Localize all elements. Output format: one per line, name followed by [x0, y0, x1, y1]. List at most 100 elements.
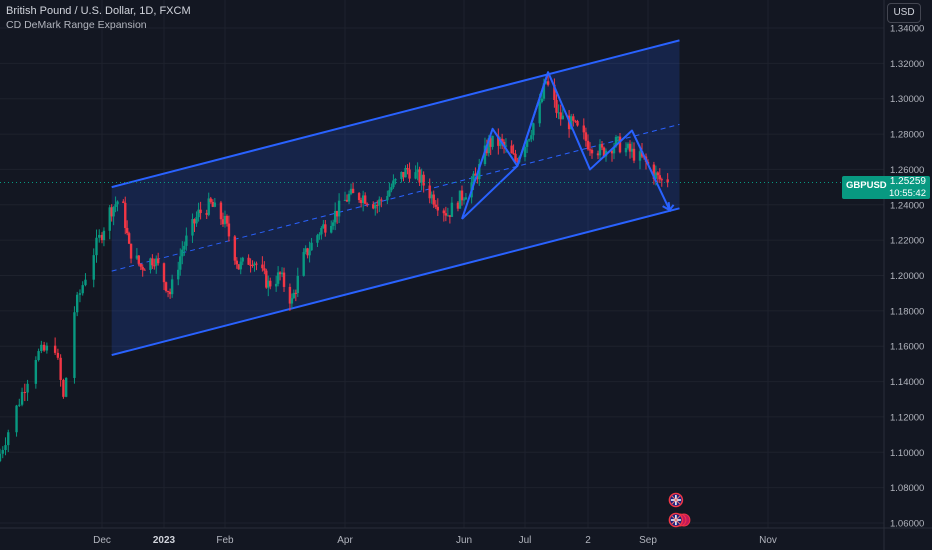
flag-diag	[671, 495, 681, 505]
candle	[316, 233, 319, 248]
candle	[666, 173, 669, 188]
candle	[92, 248, 95, 288]
candle-body	[205, 213, 208, 215]
candle	[112, 206, 115, 226]
candle-body	[125, 227, 129, 234]
time-tick-label: Sep	[639, 535, 657, 546]
candle-body	[333, 210, 337, 223]
price-tick-label: 1.16000	[890, 342, 924, 353]
candle-body	[487, 138, 490, 154]
candle-body	[308, 250, 311, 256]
candle-body	[278, 272, 282, 275]
candle	[156, 252, 160, 266]
candle	[280, 267, 284, 278]
time-tick-label: 2023	[153, 535, 176, 546]
indicator-label[interactable]: CD DeMark Range Expansion	[6, 19, 147, 31]
candle	[197, 202, 200, 222]
candle-body	[64, 377, 68, 397]
candle-body	[420, 174, 423, 183]
candle	[64, 377, 68, 398]
candle	[586, 134, 590, 151]
price-tick-label: 1.24000	[890, 200, 924, 211]
candle	[125, 220, 129, 236]
candle-body	[602, 147, 606, 157]
candle	[166, 290, 170, 298]
candle-body	[213, 202, 217, 207]
candle	[207, 192, 210, 217]
time-tick-label: Feb	[216, 535, 234, 546]
candle-body	[476, 175, 479, 180]
candle	[34, 356, 38, 389]
candle-body	[540, 98, 543, 103]
candle-body	[235, 260, 239, 265]
uk-flag-event-icon[interactable]	[668, 492, 684, 508]
candle	[324, 220, 327, 237]
candle-body	[404, 168, 407, 178]
regression-channel[interactable]	[111, 39, 680, 357]
candle	[343, 191, 347, 201]
candle	[304, 245, 307, 255]
channel-upper-line[interactable]	[111, 39, 680, 189]
harmonic-pattern[interactable]	[461, 71, 675, 220]
price-axis[interactable]: 1.34000 1.32000 1.30000 1.28000 1.26000 1.240…	[883, 0, 924, 550]
candle	[225, 214, 229, 227]
uk-flag-event-icon[interactable]	[668, 512, 691, 528]
candle-body	[331, 222, 335, 226]
candle-body	[207, 198, 210, 215]
candle	[365, 202, 369, 208]
candle	[127, 231, 131, 245]
candle-body	[73, 312, 76, 378]
candle-body	[652, 164, 656, 179]
channel-lower-line[interactable]	[111, 207, 680, 357]
economic-events[interactable]	[668, 492, 691, 528]
candle-body	[483, 145, 487, 165]
candle	[292, 289, 296, 299]
candle-body	[347, 193, 351, 202]
candle	[400, 171, 403, 183]
candle-body	[185, 235, 188, 246]
candle	[406, 164, 409, 175]
candle-body	[81, 285, 84, 294]
candle-body	[95, 237, 98, 256]
candle	[523, 144, 527, 162]
candle	[497, 128, 500, 155]
candle-body	[164, 282, 168, 291]
candle	[195, 211, 198, 227]
candle-body	[0, 453, 2, 462]
candle-body	[628, 143, 632, 152]
candle	[143, 268, 146, 271]
candle	[380, 197, 383, 208]
candle	[582, 118, 585, 140]
price-tick-label: 1.10000	[890, 448, 924, 459]
candle	[450, 196, 454, 217]
candle-body	[296, 275, 299, 293]
time-tick-label: Nov	[759, 535, 777, 546]
candle-body	[462, 199, 466, 201]
candle-body	[542, 83, 546, 99]
candle	[310, 237, 313, 251]
candle-body	[227, 223, 231, 237]
candle-body	[446, 215, 450, 217]
candle-body	[251, 265, 254, 267]
candle	[361, 190, 365, 212]
candle-body	[108, 207, 111, 231]
candle	[460, 185, 464, 206]
pattern-inner-leg[interactable]	[461, 71, 550, 220]
candle	[402, 171, 405, 182]
time-axis[interactable]: Dec 2023 Feb Apr Jun Jul 2 Sep Nov	[0, 527, 932, 546]
candle-body	[255, 263, 258, 265]
candle	[610, 148, 614, 162]
last-price-tag: GBPUSD 1.25259 10:55:42	[842, 175, 930, 199]
candle-body	[15, 405, 18, 433]
candle	[181, 241, 184, 265]
candle-body	[458, 190, 462, 209]
candle	[458, 190, 462, 209]
candle	[100, 232, 104, 244]
candle	[282, 267, 286, 292]
candle	[418, 166, 421, 186]
channel-mid-line[interactable]	[111, 123, 680, 272]
candle-body	[557, 112, 560, 114]
currency-button[interactable]: USD	[887, 3, 921, 23]
grid-lines	[0, 0, 884, 528]
